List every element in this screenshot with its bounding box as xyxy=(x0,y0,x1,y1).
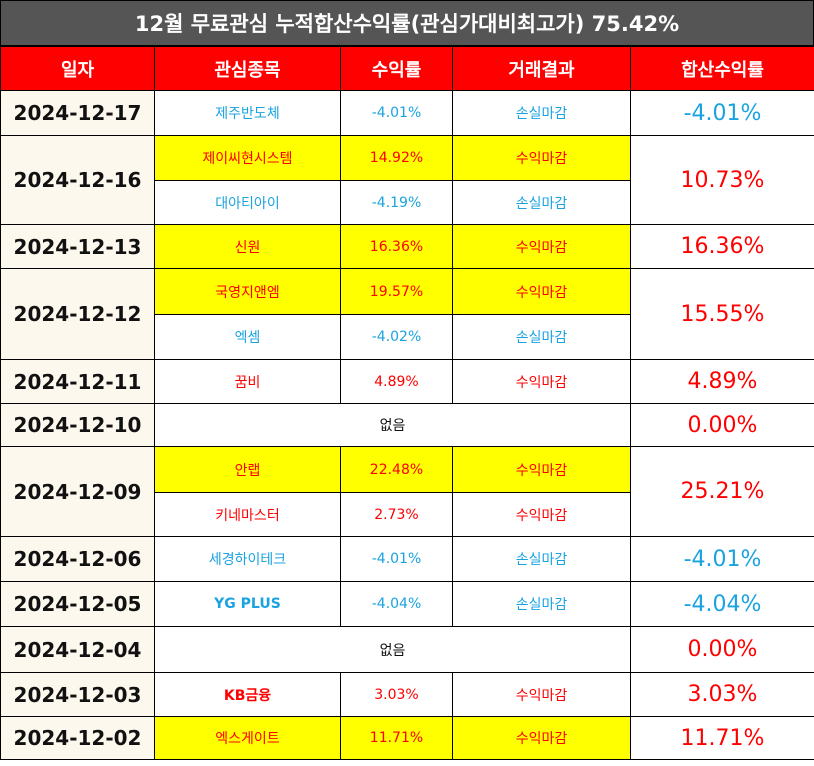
no-pick-label: 없음 xyxy=(154,403,631,447)
table-row: 2024-12-12 국영지앤엠 19.57% 수익마감 15.55% xyxy=(0,268,814,360)
table-row: 대아티아이 -4.19% 손실마감 xyxy=(1,180,814,225)
stock-rate: 11.71% xyxy=(340,716,453,760)
row-total: 11.71% xyxy=(630,716,814,760)
header-date: 일자 xyxy=(0,46,155,91)
stock-rate: 19.57% xyxy=(340,268,453,315)
stock-rate: 4.89% xyxy=(340,359,453,404)
row-date: 2024-12-02 xyxy=(0,716,155,760)
stock-name: 신원 xyxy=(154,224,341,269)
stock-rate: 14.92% xyxy=(340,135,453,181)
row-total: -4.01% xyxy=(630,536,814,582)
header-total: 합산수익률 xyxy=(630,46,814,91)
stock-rate: 22.48% xyxy=(340,446,453,493)
row-total: 0.00% xyxy=(630,403,814,447)
table-row: 2024-12-17 제주반도체 -4.01% 손실마감 -4.01% xyxy=(0,90,814,136)
stock-name: 안랩 xyxy=(154,446,341,493)
row-date: 2024-12-12 xyxy=(0,268,155,360)
row-total: 0.00% xyxy=(630,626,814,673)
stock-name: 제이씨현시스템 xyxy=(154,135,341,181)
trade-result: 수익마감 xyxy=(452,268,631,315)
row-total: 3.03% xyxy=(630,672,814,717)
stock-rate: -4.01% xyxy=(340,536,453,582)
table-row: 2024-12-10 없음 0.00% xyxy=(0,403,814,447)
header-result: 거래결과 xyxy=(452,46,631,91)
stock-name: 세경하이테크 xyxy=(154,536,341,582)
trade-result: 손실마감 xyxy=(452,314,631,360)
row-date: 2024-12-10 xyxy=(0,403,155,447)
table-row: 2024-12-05 YG PLUS -4.04% 손실마감 -4.04% xyxy=(0,581,814,627)
trade-result: 수익마감 xyxy=(452,492,631,537)
row-total: 25.21% xyxy=(630,446,814,537)
stock-rate: 2.73% xyxy=(340,492,453,537)
trade-result: 손실마감 xyxy=(452,536,631,582)
row-date: 2024-12-06 xyxy=(0,536,155,582)
row-date: 2024-12-03 xyxy=(0,672,155,717)
trade-result: 손실마감 xyxy=(452,90,631,136)
table-row: 2024-12-13 신원 16.36% 수익마감 16.36% xyxy=(0,224,814,269)
no-pick-label: 없음 xyxy=(154,626,631,673)
table-row: 2024-12-16 제이씨현시스템 14.92% 수익마감 10.73% xyxy=(0,135,814,225)
trade-result: 수익마감 xyxy=(452,446,631,493)
row-date: 2024-12-16 xyxy=(0,135,155,225)
stock-rate: -4.02% xyxy=(340,314,453,360)
row-total: 4.89% xyxy=(630,359,814,404)
row-total: 10.73% xyxy=(630,135,814,225)
row-total: 16.36% xyxy=(630,224,814,269)
stock-rate: -4.19% xyxy=(340,180,453,225)
stock-name: 대아티아이 xyxy=(154,180,341,225)
stock-name: 키네마스터 xyxy=(154,492,341,537)
trade-result: 수익마감 xyxy=(452,224,631,269)
stock-name: 국영지앤엠 xyxy=(154,268,341,315)
table-row: 2024-12-11 꿈비 4.89% 수익마감 4.89% xyxy=(0,359,814,404)
stock-rate: -4.01% xyxy=(340,90,453,136)
row-date: 2024-12-11 xyxy=(0,359,155,404)
row-total: -4.01% xyxy=(630,90,814,136)
table-row: 키네마스터 2.73% 수익마감 xyxy=(1,492,814,537)
trade-result: 손실마감 xyxy=(452,180,631,225)
row-date: 2024-12-05 xyxy=(0,581,155,627)
trade-result: 수익마감 xyxy=(452,359,631,404)
stock-name: YG PLUS xyxy=(154,581,341,627)
stock-name: 엑셈 xyxy=(154,314,341,360)
row-date: 2024-12-17 xyxy=(0,90,155,136)
table-row: 2024-12-02 엑스게이트 11.71% 수익마감 11.71% xyxy=(0,716,814,760)
trade-result: 수익마감 xyxy=(452,672,631,717)
header-stock: 관심종목 xyxy=(154,46,341,91)
table-row: 엑셈 -4.02% 손실마감 xyxy=(1,314,814,360)
row-total: 15.55% xyxy=(630,268,814,360)
header-rate: 수익률 xyxy=(340,46,453,91)
table-row: 2024-12-06 세경하이테크 -4.01% 손실마감 -4.01% xyxy=(0,536,814,582)
stock-rate: 3.03% xyxy=(340,672,453,717)
table-header-row: 일자 관심종목 수익률 거래결과 합산수익률 xyxy=(0,46,814,91)
trade-result: 수익마감 xyxy=(452,716,631,760)
row-date: 2024-12-13 xyxy=(0,224,155,269)
row-date: 2024-12-04 xyxy=(0,626,155,673)
table-row: 2024-12-03 KB금융 3.03% 수익마감 3.03% xyxy=(0,672,814,717)
table-row: 2024-12-04 없음 0.00% xyxy=(0,626,814,673)
row-total: -4.04% xyxy=(630,581,814,627)
stock-name: KB금융 xyxy=(154,672,341,717)
trade-result: 수익마감 xyxy=(452,135,631,181)
table-row: 2024-12-09 안랩 22.48% 수익마감 25.21% xyxy=(0,446,814,537)
stock-name: 제주반도체 xyxy=(154,90,341,136)
stock-name: 엑스게이트 xyxy=(154,716,341,760)
row-date: 2024-12-09 xyxy=(0,446,155,537)
trade-result: 손실마감 xyxy=(452,581,631,627)
page-title: 12월 무료관심 누적합산수익률(관심가대비최고가) 75.42% xyxy=(0,0,814,46)
stock-rate: -4.04% xyxy=(340,581,453,627)
returns-table: 일자 관심종목 수익률 거래결과 합산수익률 2024-12-17 제주반도체 … xyxy=(0,46,814,760)
stock-name: 꿈비 xyxy=(154,359,341,404)
stock-rate: 16.36% xyxy=(340,224,453,269)
